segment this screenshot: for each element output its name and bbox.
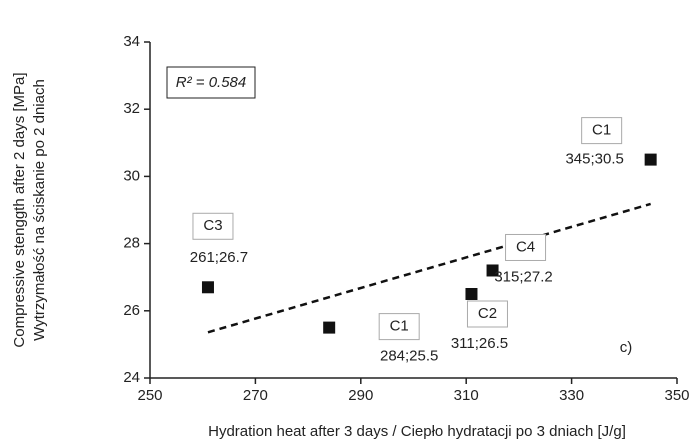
value-label: 315;27.2 — [494, 268, 552, 285]
label-box — [378, 313, 420, 341]
value-label: 284;25.5 — [380, 348, 438, 365]
trendline — [207, 202, 651, 334]
y-tick-label: 28 — [123, 235, 140, 252]
x-tick-label: 330 — [559, 387, 584, 404]
y-tick-label: 24 — [123, 369, 140, 386]
x-tick-label: 310 — [454, 387, 479, 404]
point-label: C2 — [478, 305, 497, 322]
y-tick-label: 32 — [123, 100, 140, 117]
x-tick-label: 290 — [348, 387, 373, 404]
value-label: 311;26.5 — [451, 335, 508, 352]
y-axis-title: Wytrzymałość na ściskanie po 2 dniach — [31, 79, 48, 341]
x-tick-label: 250 — [137, 387, 162, 404]
x-tick-label: 350 — [664, 387, 689, 404]
y-tick-label: 34 — [123, 33, 140, 50]
label-box — [192, 212, 234, 240]
point-label: C4 — [516, 238, 535, 255]
value-label: 345;30.5 — [565, 151, 623, 168]
panel-label: c) — [620, 339, 633, 356]
x-axis-title: Hydration heat after 3 days / Ciepło hyd… — [208, 423, 626, 440]
y-axis-title: Compressive stenggth after 2 days [MPa] — [11, 72, 28, 347]
point-label: C1 — [390, 318, 409, 335]
y-tick-label: 30 — [123, 167, 140, 184]
label-box — [581, 117, 623, 145]
label-box — [466, 300, 508, 328]
point-label: C1 — [592, 122, 611, 139]
point-label: C3 — [203, 217, 222, 234]
point — [465, 288, 478, 300]
point — [644, 153, 657, 166]
y-tick-label: 26 — [123, 302, 140, 319]
point — [323, 321, 336, 334]
r2-annotation: R² = 0.584 — [176, 74, 246, 91]
point — [486, 264, 499, 277]
annotation-box — [166, 66, 256, 99]
label-box — [505, 233, 547, 261]
value-label: 261;26.7 — [190, 249, 248, 266]
point — [201, 281, 214, 294]
x-tick-label: 270 — [243, 387, 268, 404]
